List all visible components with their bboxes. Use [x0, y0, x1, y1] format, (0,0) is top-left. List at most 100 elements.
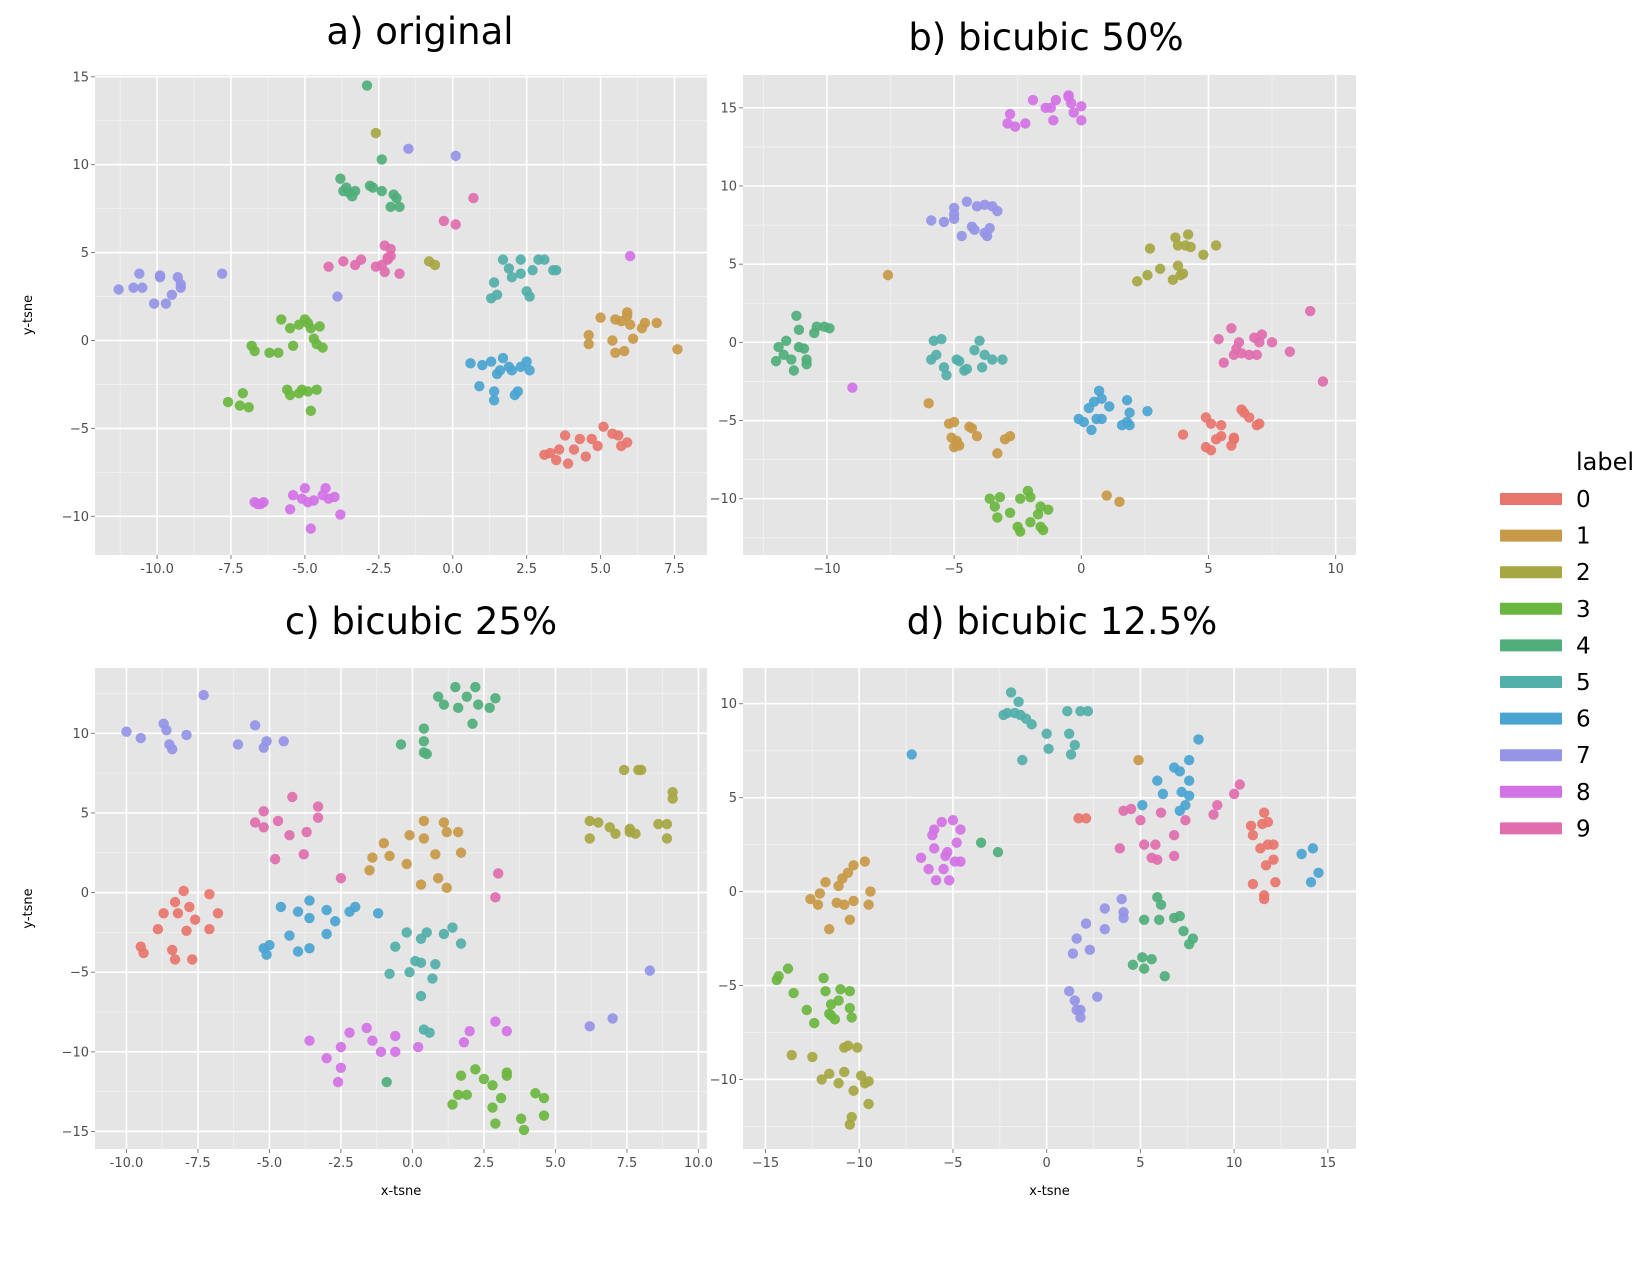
x-tick-label: 5	[1136, 1156, 1144, 1171]
data-point	[613, 430, 624, 441]
data-point	[848, 895, 859, 907]
x-tick-label: 0.0	[442, 562, 463, 577]
data-point	[134, 268, 145, 279]
legend-item: 9	[1500, 816, 1591, 842]
data-point	[559, 430, 571, 441]
legend-label: 7	[1576, 743, 1591, 769]
data-point	[848, 860, 859, 871]
data-point	[1175, 269, 1186, 281]
series-3	[447, 1064, 550, 1136]
data-point	[452, 826, 464, 838]
data-point	[844, 985, 856, 997]
data-point	[1004, 507, 1016, 518]
data-point	[1254, 418, 1265, 429]
data-point	[330, 916, 341, 927]
data-point	[1065, 97, 1077, 109]
data-point	[379, 266, 390, 278]
data-point	[801, 1004, 812, 1016]
series-9	[1114, 779, 1245, 865]
data-point	[1015, 493, 1026, 504]
legend-item: 2	[1500, 560, 1591, 586]
data-point	[1193, 734, 1204, 745]
plot-background	[743, 75, 1356, 555]
data-point	[788, 987, 799, 999]
data-point	[997, 354, 1008, 365]
data-point	[992, 846, 1004, 858]
data-point	[113, 284, 124, 295]
data-point	[1270, 876, 1281, 888]
data-point	[390, 941, 401, 952]
data-point	[1063, 728, 1075, 739]
data-point	[415, 957, 427, 968]
data-point	[512, 386, 523, 397]
data-point	[1167, 274, 1179, 286]
y-tick-label: 0	[729, 885, 737, 900]
data-point	[401, 927, 412, 938]
y-tick-label: −5	[718, 979, 737, 994]
data-point	[488, 395, 500, 406]
data-point	[621, 310, 633, 322]
data-point	[938, 216, 950, 228]
data-point	[1062, 706, 1073, 717]
x-tick-label: 5	[1204, 562, 1212, 577]
data-point	[450, 219, 461, 230]
data-point	[1215, 420, 1227, 431]
data-point	[562, 458, 574, 469]
data-point	[1035, 501, 1046, 512]
series-1	[882, 269, 1125, 508]
data-point	[494, 365, 506, 376]
data-point	[465, 358, 476, 369]
data-point	[438, 215, 450, 227]
data-point	[234, 400, 246, 411]
data-point	[308, 495, 319, 506]
series-3	[222, 314, 328, 417]
data-point	[1268, 854, 1279, 865]
data-point	[1159, 970, 1170, 982]
data-point	[1099, 923, 1111, 935]
x-tick-label: 10.0	[684, 1156, 713, 1171]
x-tick-label: -2.5	[366, 562, 391, 577]
y-tick-label: −5	[718, 414, 737, 429]
series-6	[906, 734, 1324, 888]
data-point	[1205, 418, 1217, 429]
data-point	[292, 946, 304, 957]
data-point	[249, 720, 261, 731]
data-point	[311, 384, 322, 395]
data-point	[418, 815, 430, 827]
data-point	[568, 444, 580, 455]
data-point	[329, 491, 340, 503]
data-point	[464, 1025, 475, 1037]
data-point	[527, 264, 538, 276]
data-point	[1086, 424, 1097, 436]
legend-label: 1	[1576, 524, 1591, 550]
data-point	[438, 699, 450, 710]
data-point	[1205, 445, 1217, 456]
x-tick-label: −5	[943, 1156, 962, 1171]
data-point	[137, 282, 148, 293]
legend-item: 1	[1500, 524, 1591, 550]
data-point	[1262, 816, 1274, 828]
data-point	[1215, 430, 1227, 442]
data-point	[1092, 991, 1103, 1003]
data-point	[261, 949, 272, 960]
data-point	[954, 355, 965, 367]
data-point	[376, 154, 387, 165]
data-point	[1168, 830, 1180, 841]
data-point	[979, 349, 990, 361]
data-point	[1084, 944, 1096, 956]
data-point	[820, 876, 831, 888]
data-point	[450, 150, 461, 162]
data-point	[1305, 876, 1317, 888]
data-point	[487, 1102, 498, 1113]
data-point	[824, 323, 835, 334]
series-0	[539, 421, 633, 469]
series-6	[258, 895, 384, 960]
data-point	[361, 80, 373, 91]
data-point	[1305, 305, 1316, 317]
data-point	[969, 344, 980, 356]
series-1	[364, 815, 467, 893]
legend-item: 0	[1500, 487, 1591, 513]
data-point	[372, 908, 384, 919]
data-point	[1013, 696, 1024, 708]
data-point	[287, 791, 298, 803]
